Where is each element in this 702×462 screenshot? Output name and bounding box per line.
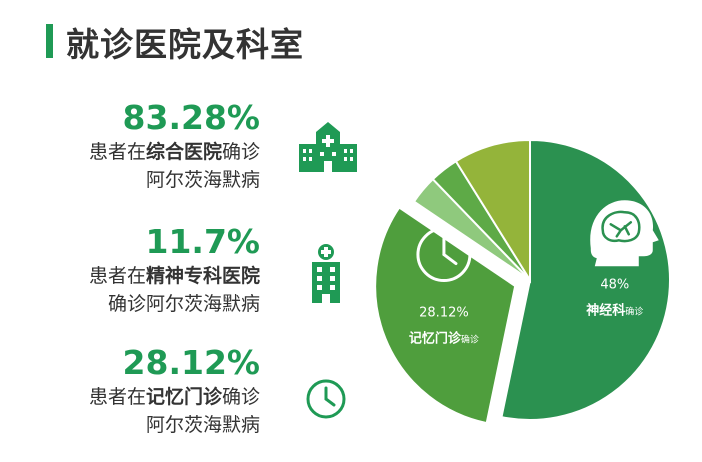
stat-desc-line1: 患者在记忆门诊确诊 — [88, 386, 260, 408]
stat-desc-line2: 阿尔茨海默病 — [145, 169, 260, 191]
stat-desc-line2: 阿尔茨海默病 — [145, 414, 260, 436]
slice-name-label: 记忆门诊确诊 — [409, 331, 479, 347]
stat-desc-line2: 确诊阿尔茨海默病 — [107, 293, 260, 315]
clock-icon — [416, 227, 472, 283]
page-title: 就诊医院及科室 — [66, 25, 304, 64]
pie-slice — [374, 206, 517, 425]
stat-value: 83.28% — [122, 98, 260, 137]
stat-value: 28.12% — [122, 343, 260, 382]
stat-desc-line1: 患者在综合医院确诊 — [88, 141, 260, 163]
pie-slice — [454, 138, 531, 284]
stat-block-psychiatric-hospital: 11.7% 患者在精神专科医院 确诊阿尔茨海默病 — [89, 222, 260, 318]
stat-block-general-hospital: 83.28% 患者在综合医院确诊 阿尔茨海默病 — [89, 98, 260, 194]
stat-block-memory-clinic: 28.12% 患者在记忆门诊确诊 阿尔茨海默病 — [89, 343, 260, 439]
specialty-hospital-icon — [312, 244, 340, 303]
hospital-building-icon — [299, 122, 357, 172]
slice-name-label: 神经科确诊 — [586, 302, 643, 318]
slice-percent-label: 48% — [600, 277, 629, 292]
brain-head-icon — [590, 200, 659, 267]
clock-icon — [306, 379, 346, 419]
slice-percent-label: 28.12% — [419, 306, 469, 321]
title-accent-bar — [46, 24, 53, 58]
stat-desc-line1: 患者在精神专科医院 — [88, 265, 260, 287]
stat-value: 11.7% — [145, 222, 261, 261]
